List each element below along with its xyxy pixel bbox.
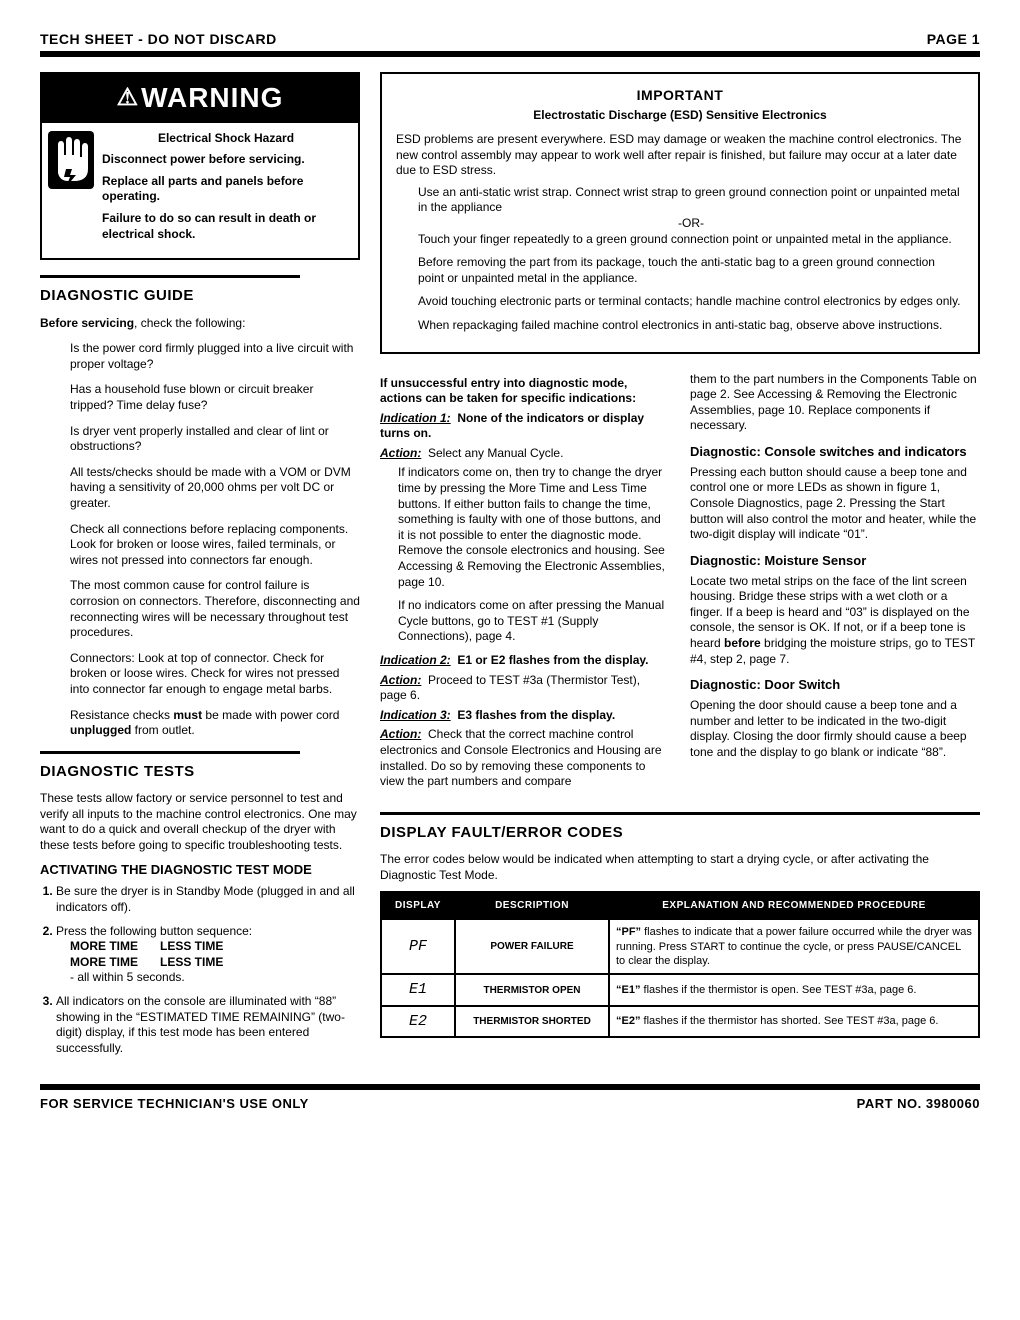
diagnostic-tests-title: DIAGNOSTIC TESTS [40,762,360,782]
diag-door-title: Diagnostic: Door Switch [690,677,980,694]
indication-2: Indication 2: E1 or E2 flashes from the … [380,653,670,669]
table-row: PF POWER FAILURE “PF” flashes to indicat… [381,919,979,974]
warning-line: Disconnect power before servicing. [102,152,350,168]
diag-guide-intro: Before servicing, check the following: [40,316,360,332]
diag-console-text: Pressing each button should cause a beep… [690,465,980,543]
step-2: Press the following button sequence: MOR… [56,924,360,986]
imp-bullet: Before removing the part from its packag… [418,255,964,286]
diag-tests-intro: These tests allow factory or service per… [40,791,360,853]
diag-guide-bullets: Is the power cord firmly plugged into a … [70,341,360,738]
diag-console-title: Diagnostic: Console switches and indicat… [690,444,980,461]
imp-bullet: Avoid touching electronic parts or termi… [418,294,964,310]
shock-hand-icon [46,129,96,249]
table-row: E2 THERMISTOR SHORTED “E2” flashes if th… [381,1006,979,1038]
diagnostic-guide-title: DIAGNOSTIC GUIDE [40,286,360,306]
warning-line: Replace all parts and panels before oper… [102,174,350,205]
warning-line: Failure to do so can result in death or … [102,211,350,242]
indications-lead: If unsuccessful entry into diagnostic mo… [380,376,670,407]
step-3: All indicators on the console are illumi… [56,994,360,1056]
bullet-item: All tests/checks should be made with a V… [70,465,360,512]
footer-bar: FOR SERVICE TECHNICIAN'S USE ONLY PART N… [40,1084,980,1113]
activating-title: ACTIVATING THE DIAGNOSTIC TEST MODE [40,862,360,879]
warning-subtitle: Electrical Shock Hazard [102,131,350,147]
important-subtitle: Electrostatic Discharge (ESD) Sensitive … [396,108,964,124]
header-right: PAGE 1 [927,30,980,48]
important-box: IMPORTANT Electrostatic Discharge (ESD) … [380,72,980,353]
footer-left: FOR SERVICE TECHNICIAN'S USE ONLY [40,1096,309,1113]
footer-right: PART NO. 3980060 [857,1096,980,1113]
error-codes-intro: The error codes below would be indicated… [380,852,980,883]
th-display: DISPLAY [381,892,455,919]
step-1: Be sure the dryer is in Standby Mode (pl… [56,884,360,915]
warning-title: ⚠WARNING [42,74,358,122]
error-codes-title: DISPLAY FAULT/ERROR CODES [380,823,980,843]
bullet-item: Has a household fuse blown or circuit br… [70,382,360,413]
indication-3: Indication 3: E3 flashes from the displa… [380,708,670,724]
bullet-item: Connectors: Look at top of connector. Ch… [70,651,360,698]
important-intro: ESD problems are present everywhere. ESD… [396,132,964,179]
important-title: IMPORTANT [396,86,964,104]
header-left: TECH SHEET - DO NOT DISCARD [40,30,277,48]
warning-block: ⚠WARNING Electrical Shock Hazard Disconn… [40,72,360,260]
bullet-item: Is the power cord firmly plugged into a … [70,341,360,372]
diag-moisture-title: Diagnostic: Moisture Sensor [690,553,980,570]
error-codes-table: DISPLAY DESCRIPTION EXPLANATION AND RECO… [380,891,980,1038]
action-text: If no indicators come on after pressing … [398,598,670,645]
header-bar: TECH SHEET - DO NOT DISCARD PAGE 1 [40,30,980,57]
imp-bullet: Use an anti-static wrist strap. Connect … [418,185,964,247]
table-row: E1 THERMISTOR OPEN “E1” flashes if the t… [381,974,979,1006]
action-text: If indicators come on, then try to chang… [398,465,670,590]
bullet-item: The most common cause for control failur… [70,578,360,640]
action-continuation: them to the part numbers in the Componen… [690,372,980,434]
bullet-item: Check all connections before replacing c… [70,522,360,569]
imp-bullet: When repackaging failed machine control … [418,318,964,334]
bullet-item: Resistance checks must be made with powe… [70,708,360,739]
diag-moisture-text: Locate two metal strips on the face of t… [690,574,980,668]
warning-triangle-icon: ⚠ [117,82,140,113]
th-explanation: EXPLANATION AND RECOMMENDED PROCEDURE [609,892,979,919]
bullet-item: Is dryer vent properly installed and cle… [70,424,360,455]
th-description: DESCRIPTION [455,892,609,919]
indication-1: Indication 1: None of the indicators or … [380,411,670,442]
diag-door-text: Opening the door should cause a beep ton… [690,698,980,760]
